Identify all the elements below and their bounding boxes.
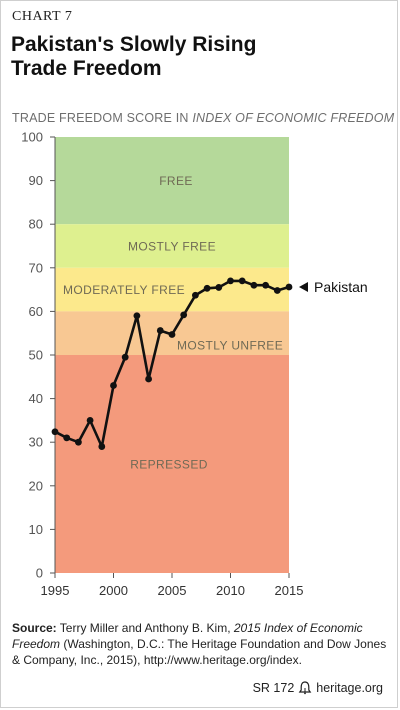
data-point [273, 287, 281, 294]
band-label-moderately-free: MODERATELY FREE [63, 283, 185, 297]
x-tick-label: 2010 [216, 583, 245, 598]
y-tick-label: 30 [29, 435, 43, 450]
data-point [285, 283, 293, 291]
data-point [156, 327, 164, 334]
source-label: Source: [12, 621, 57, 635]
data-point [51, 428, 59, 436]
data-point [86, 417, 94, 424]
y-tick-label: 50 [29, 348, 43, 363]
band-label-free: FREE [159, 174, 193, 188]
liberty-bell-icon [298, 681, 312, 695]
site-link[interactable]: heritage.org [316, 681, 383, 695]
report-id: SR 172 [252, 681, 295, 695]
chart-title-line-2: Trade Freedom [11, 57, 162, 80]
band-moderately-free [55, 267, 289, 312]
subtitle-italic: INDEX OF ECONOMIC FREEDOM [192, 111, 395, 125]
data-point [63, 434, 71, 442]
band-mostly-free [55, 224, 289, 268]
source-text-before: Terry Miller and Anthony B. Kim, [56, 621, 234, 635]
series-label: Pakistan [314, 279, 368, 295]
chart-title-line-1: Pakistan's Slowly Rising [11, 33, 257, 56]
data-point [227, 277, 234, 285]
data-point [145, 375, 153, 383]
subtitle-main: TRADE FREEDOM SCORE IN [12, 111, 193, 125]
y-tick-label: 90 [29, 173, 43, 188]
band-label-mostly-unfree: MOSTLY UNFREE [177, 339, 283, 353]
y-tick-label: 70 [29, 260, 43, 275]
data-point [215, 284, 223, 291]
y-tick-label: 80 [29, 217, 43, 232]
data-point [75, 438, 82, 446]
y-tick-label: 20 [29, 478, 43, 493]
y-tick-label: 40 [29, 391, 43, 406]
x-tick-label: 1995 [41, 583, 70, 598]
band-repressed [55, 355, 289, 573]
data-point [262, 281, 269, 289]
data-point [121, 353, 129, 361]
data-point [168, 331, 176, 338]
x-tick-label: 2015 [275, 583, 304, 598]
source-note: Source: Terry Miller and Anthony B. Kim,… [12, 620, 390, 668]
x-tick-label: 2005 [158, 583, 187, 598]
y-tick-label: 0 [36, 566, 43, 581]
x-tick-label: 2000 [99, 583, 128, 598]
data-point [192, 291, 199, 299]
data-point [203, 284, 211, 292]
chart-title: Pakistan's Slowly Rising Trade Freedom [11, 33, 371, 81]
band-free [55, 137, 289, 225]
data-point [180, 311, 188, 319]
data-point [250, 281, 258, 289]
footer: SR 172 heritage.org [253, 681, 383, 695]
source-italic: 2015 Index of Economic Freedom [12, 621, 363, 651]
band-label-repressed: REPRESSED [130, 458, 208, 472]
series-label-arrow [299, 281, 308, 292]
y-tick-label: 60 [29, 304, 43, 319]
line-chart: FREE MOSTLY FREE MODERATELY FREE MOSTLY UNF… [21, 130, 368, 599]
data-point [133, 312, 141, 320]
chart-subtitle: TRADE FREEDOM SCORE IN INDEX OF ECONOMIC… [12, 111, 397, 125]
data-point [238, 277, 246, 285]
chart-number: CHART 7 [12, 9, 73, 24]
data-point [110, 382, 117, 389]
band-label-mostly-free: MOSTLY FREE [128, 240, 216, 254]
y-tick-label: 10 [29, 522, 43, 537]
y-tick-label: 100 [21, 130, 43, 145]
source-text-after: (Washington, D.C.: The Heritage Foundati… [12, 637, 387, 667]
data-point [98, 443, 106, 450]
